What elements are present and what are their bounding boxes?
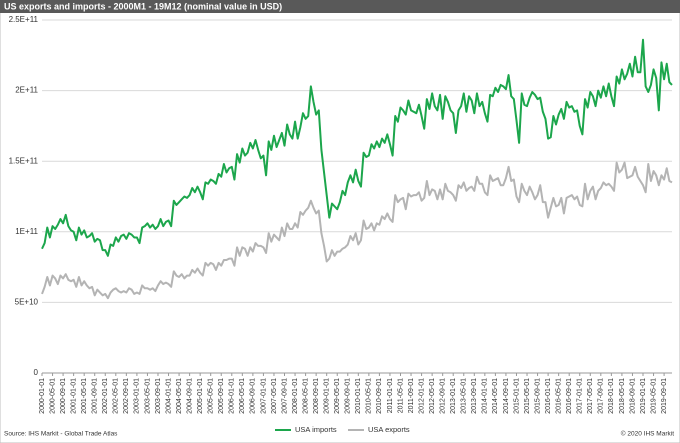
- y-tick-label: 2.5E+11: [9, 15, 39, 24]
- x-tick-label: 2016-05-01: [555, 378, 562, 414]
- x-tick-label: 2005-01-01: [197, 378, 204, 414]
- x-tick-label: 2003-09-01: [155, 378, 162, 414]
- x-tick-label: 2000-05-01: [49, 378, 56, 414]
- copyright: © 2020 IHS Markit: [621, 430, 674, 438]
- x-tick-label: 2014-01-01: [482, 378, 489, 414]
- x-tick-label: 2003-01-01: [134, 378, 141, 414]
- legend-label: USA imports: [295, 425, 337, 434]
- x-tick-label: 2010-05-01: [366, 378, 373, 414]
- x-tick-label: 2018-01-01: [608, 378, 615, 414]
- x-tick-label: 2015-01-01: [513, 378, 520, 414]
- x-tick-label: 2004-09-01: [186, 378, 193, 414]
- x-tick-label: 2007-05-01: [271, 378, 278, 414]
- x-tick-label: 2014-05-01: [492, 378, 499, 414]
- x-tick-label: 2015-09-01: [534, 378, 541, 414]
- x-tick-label: 2010-09-01: [376, 378, 383, 414]
- x-tick-label: 2014-09-01: [503, 378, 510, 414]
- series-line: [41, 38, 673, 257]
- x-tick-label: 2011-09-01: [408, 378, 415, 413]
- x-tick-label: 2019-05-01: [650, 378, 657, 414]
- x-tick-label: 2017-09-01: [598, 378, 605, 414]
- y-tick-label: 0: [34, 368, 39, 377]
- x-tick-label: 2004-01-01: [165, 378, 172, 414]
- x-tick-label: 2013-09-01: [471, 378, 478, 414]
- y-tick-label: 2E+11: [15, 86, 38, 95]
- x-tick-label: 2007-09-01: [281, 378, 288, 414]
- x-tick-label: 2001-05-01: [81, 378, 88, 414]
- series-line: [41, 161, 673, 300]
- chart-title: US exports and imports - 2000M1 - 19M12 …: [4, 1, 282, 11]
- x-tick-label: 2013-01-01: [450, 378, 457, 414]
- x-tick-label: 2008-09-01: [313, 378, 320, 414]
- x-tick-label: 2011-05-01: [397, 378, 404, 413]
- x-tick-label: 2008-01-01: [292, 378, 299, 414]
- title-bar: [0, 0, 680, 13]
- x-tick-label: 2017-01-01: [577, 378, 584, 414]
- y-tick-label: 1.5E+11: [9, 156, 39, 165]
- source-note: Source: IHS Markit - Global Trade Atlas: [4, 431, 118, 438]
- x-tick-label: 2004-05-01: [176, 378, 183, 414]
- x-tick-label: 2002-09-01: [123, 378, 130, 414]
- x-tick-label: 2001-01-01: [70, 378, 77, 414]
- x-tick-label: 2005-05-01: [208, 378, 215, 414]
- x-tick-label: 2009-05-01: [334, 378, 341, 414]
- x-tick-label: 2011-01-01: [387, 378, 394, 413]
- x-tick-label: 2000-09-01: [60, 378, 67, 414]
- x-tick-label: 2003-05-01: [144, 378, 151, 414]
- x-tick-label: 2008-05-01: [302, 378, 309, 414]
- x-tick-label: 2013-05-01: [461, 378, 468, 414]
- x-tick-label: 2012-09-01: [440, 378, 447, 414]
- x-tick-label: 2000-01-01: [39, 378, 46, 414]
- y-tick-label: 5E+10: [15, 298, 39, 307]
- x-tick-label: 2017-05-01: [587, 378, 594, 414]
- x-tick-label: 2002-05-01: [113, 378, 120, 414]
- x-tick-label: 2005-09-01: [218, 378, 225, 414]
- x-tick-label: 2001-09-01: [92, 378, 99, 414]
- y-tick-label: 1E+11: [15, 227, 38, 236]
- x-tick-label: 2018-09-01: [629, 378, 636, 414]
- x-tick-label: 2002-01-01: [102, 378, 109, 414]
- x-tick-label: 2009-01-01: [324, 378, 331, 414]
- x-tick-label: 2015-05-01: [524, 378, 531, 414]
- x-tick-label: 2006-01-01: [229, 378, 236, 414]
- x-tick-label: 2016-01-01: [545, 378, 552, 414]
- legend-label: USA exports: [368, 425, 410, 434]
- x-tick-label: 2006-05-01: [239, 378, 246, 414]
- x-tick-label: 2012-05-01: [429, 378, 436, 414]
- x-tick-label: 2010-01-01: [355, 378, 362, 414]
- x-tick-label: 2016-09-01: [566, 378, 573, 414]
- x-tick-label: 2006-09-01: [250, 378, 257, 414]
- x-tick-label: 2007-01-01: [260, 378, 267, 414]
- x-tick-label: 2019-09-01: [661, 378, 668, 414]
- x-tick-label: 2019-01-01: [640, 378, 647, 414]
- x-tick-label: 2009-09-01: [345, 378, 352, 414]
- x-tick-label: 2012-01-01: [418, 378, 425, 414]
- x-tick-label: 2018-05-01: [619, 378, 626, 414]
